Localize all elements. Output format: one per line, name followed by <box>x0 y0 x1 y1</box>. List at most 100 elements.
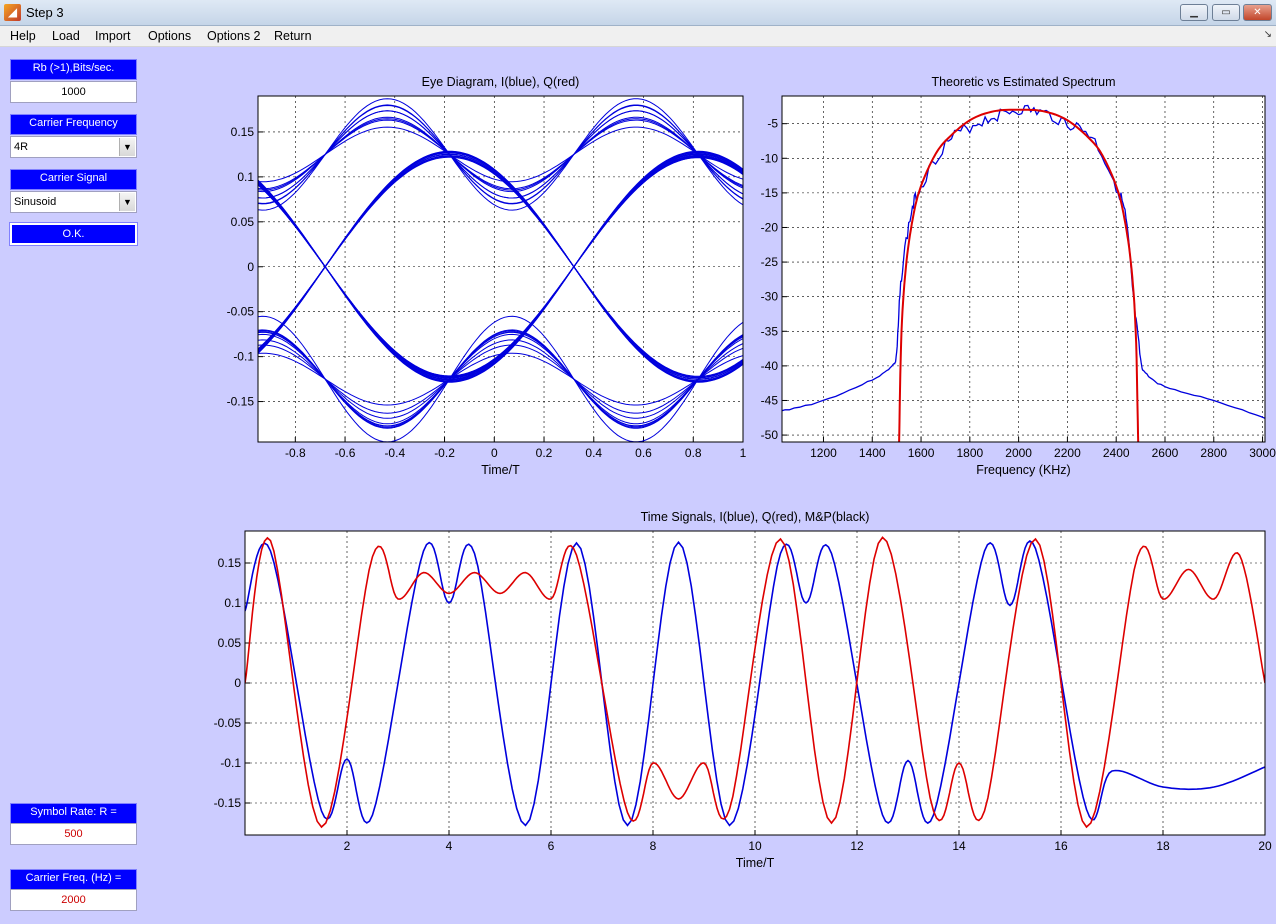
symbol-rate-label: Symbol Rate: R = <box>10 803 137 824</box>
eye-trace-line <box>258 98 743 211</box>
tick-label-y: 0.05 <box>231 215 255 229</box>
rb-input[interactable]: 1000 <box>10 81 137 103</box>
tick-label-x: 2200 <box>1054 446 1081 460</box>
tick-label-y: 0.05 <box>218 636 242 650</box>
menu-import[interactable]: Import <box>95 29 131 43</box>
chart-title: Theoretic vs Estimated Spectrum <box>931 75 1115 89</box>
menu-load[interactable]: Load <box>52 29 80 43</box>
tick-label-x: -0.6 <box>335 446 356 460</box>
tick-label-x: 3000 <box>1249 446 1276 460</box>
tick-label-x: 0 <box>491 446 498 460</box>
tick-label-y: 0.15 <box>218 556 242 570</box>
tick-label-y: -15 <box>761 186 779 200</box>
menu-options-2[interactable]: Options 2 <box>207 29 261 43</box>
series-group <box>258 98 743 442</box>
symbol-rate-value: 500 <box>10 823 137 845</box>
tick-label-y: 0.1 <box>237 170 254 184</box>
menu-help[interactable]: Help <box>10 29 36 43</box>
chart-title: Eye Diagram, I(blue), Q(red) <box>422 75 580 89</box>
tick-label-x: 1600 <box>908 446 935 460</box>
tick-label-x: 20 <box>1258 839 1272 853</box>
carrier-frequency-label: Carrier Frequency <box>10 114 137 135</box>
tick-label-x: 2000 <box>1005 446 1032 460</box>
tick-label-y: -20 <box>761 220 779 234</box>
tick-label-x: -0.8 <box>285 446 306 460</box>
title-bar: ◢ Step 3 ▁ ▭ ✕ <box>0 0 1276 26</box>
tick-label-x: 14 <box>952 839 966 853</box>
tick-label-y: -0.05 <box>214 716 242 730</box>
estimated-spectrum-line <box>782 104 1265 419</box>
plot-area <box>258 96 743 442</box>
x-axis-label: Time/T <box>736 856 775 870</box>
carrier-signal-select[interactable]: Sinusoid ▼ <box>10 191 137 213</box>
tick-label-x: -0.2 <box>434 446 455 460</box>
x-axis-label: Frequency (KHz) <box>976 463 1070 477</box>
tick-label-y: -0.15 <box>214 796 242 810</box>
eye-trace-line <box>258 155 743 379</box>
matlab-icon: ◢ <box>4 4 21 21</box>
eye-trace-line <box>258 104 743 205</box>
carrier-frequency-select[interactable]: 4R ▼ <box>10 136 137 158</box>
close-icon[interactable]: ✕ <box>1243 4 1272 21</box>
menu-options[interactable]: Options <box>148 29 192 43</box>
tick-label-x: 1 <box>740 446 747 460</box>
tick-label-y: 0.15 <box>231 125 255 139</box>
tick-label-x: 1400 <box>859 446 886 460</box>
eye-trace-line <box>258 315 743 442</box>
tick-label-y: 0 <box>247 260 254 274</box>
tick-label-x: 16 <box>1054 839 1068 853</box>
time-signals-plot: 2 4 6 8 10 12 14 16 18 20 0.15 0.1 0.05 0 -0.05 -0.1 -0.… <box>214 510 1272 870</box>
chart-title: Time Signals, I(blue), Q(red), M&P(black… <box>641 510 870 524</box>
plot-area <box>782 96 1265 442</box>
x-axis-label: Time/T <box>481 463 520 477</box>
tick-label-x: 2600 <box>1152 446 1179 460</box>
tick-label-y: -0.05 <box>227 305 255 319</box>
tick-label-x: 2400 <box>1103 446 1130 460</box>
tick-label-x: 0.2 <box>536 446 553 460</box>
tick-label-x: 2 <box>344 839 351 853</box>
spectrum-plot: 1200 1400 1600 1800 2000 2200 2400 2600 2800 3000… <box>761 75 1276 477</box>
carrier-signal-label: Carrier Signal <box>10 169 137 190</box>
carrier-freq-hz-value: 2000 <box>10 889 137 911</box>
rb-label: Rb (>1),Bits/sec. <box>10 59 137 80</box>
tick-label-y: 0.1 <box>224 596 241 610</box>
eye-trace-line <box>258 333 743 425</box>
theoretic-spectrum-line <box>898 108 1140 442</box>
tick-label-y: -0.1 <box>220 756 241 770</box>
chevron-down-icon[interactable]: ▼ <box>119 193 135 211</box>
eye-trace-line <box>258 126 743 183</box>
series-group <box>782 104 1265 442</box>
carrier-signal-value: Sinusoid <box>14 196 57 208</box>
series-group <box>245 536 1265 829</box>
chevron-down-icon[interactable]: ▼ <box>119 138 135 156</box>
i-signal-line <box>245 540 1265 827</box>
tick-label-y: -10 <box>761 151 779 165</box>
tick-label-x: 10 <box>748 839 762 853</box>
tick-label-x: -0.4 <box>384 446 405 460</box>
minimize-icon[interactable]: ▁ <box>1180 4 1208 21</box>
tick-label-x: 2800 <box>1200 446 1227 460</box>
q-signal-line <box>245 536 1265 829</box>
eye-trace-line <box>258 339 743 419</box>
plot-border <box>257 95 744 443</box>
tick-label-x: 0.6 <box>635 446 652 460</box>
menu-bar: Help Load Import Options Options 2 Retur… <box>0 26 1276 47</box>
tick-label-x: 4 <box>446 839 453 853</box>
menu-return[interactable]: Return <box>274 29 312 43</box>
carrier-freq-hz-label: Carrier Freq. (Hz) = <box>10 869 137 890</box>
window-title: Step 3 <box>26 5 64 20</box>
tick-label-y: -35 <box>761 324 779 338</box>
tick-label-x: 12 <box>850 839 864 853</box>
eye-trace-line <box>258 116 743 193</box>
tick-label-y: -40 <box>761 359 779 373</box>
eye-diagram-plot: -0.8 -0.6 -0.4 -0.2 0 0.2 0.4 0.6 0.8 1 0.15 0.1 0.0… <box>227 75 747 477</box>
eye-trace-line <box>258 331 743 427</box>
dock-arrow-icon[interactable]: ↘ <box>1263 29 1272 40</box>
plot-border <box>781 95 1266 443</box>
tick-label-y: 0 <box>234 676 241 690</box>
carrier-frequency-value: 4R <box>14 141 29 153</box>
ok-button[interactable]: O.K. <box>9 222 138 246</box>
tick-label-x: 8 <box>650 839 657 853</box>
tick-label-y: -45 <box>761 393 779 407</box>
maximize-icon[interactable]: ▭ <box>1212 4 1240 21</box>
